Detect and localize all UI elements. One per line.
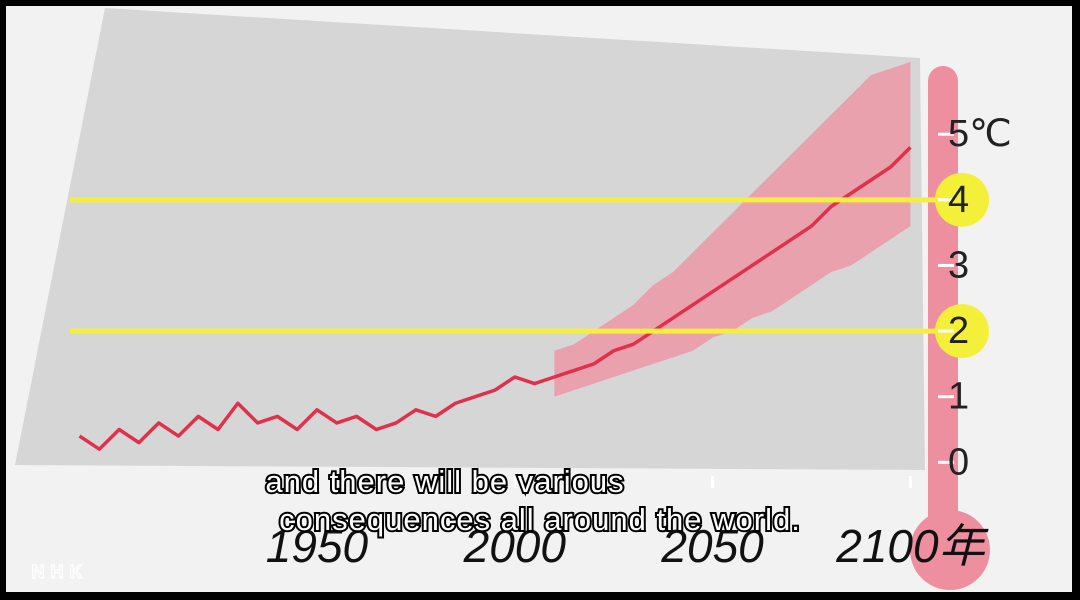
logo: NHK bbox=[32, 562, 89, 582]
uncertainty-band bbox=[554, 62, 911, 397]
y-tick-label: 1 bbox=[948, 376, 969, 418]
x-tick-label: 1950 bbox=[266, 520, 369, 572]
line bbox=[78, 375, 555, 451]
plot: 0 1 2 3 4 5℃ 1950 2000 2050 2100年 bbox=[70, 62, 1012, 572]
y-tick-label: 5℃ bbox=[948, 113, 1012, 155]
x-tick-label: 2050 bbox=[660, 520, 764, 572]
subtitle-line: and there will be various bbox=[265, 464, 624, 499]
plot-area bbox=[15, 8, 925, 470]
x-tick-label: 2100年 bbox=[835, 520, 988, 572]
x-tick-label: 2000 bbox=[463, 520, 567, 572]
line bbox=[553, 146, 912, 379]
y-tick-label: 4 bbox=[948, 179, 969, 221]
y-tick-label: 0 bbox=[948, 441, 969, 483]
highlight-circle bbox=[935, 172, 989, 227]
thermometer-bulb bbox=[910, 510, 990, 590]
y-tick-label: 3 bbox=[948, 244, 969, 286]
y-tick-label: 2 bbox=[948, 310, 969, 352]
highlight-circle bbox=[935, 304, 989, 359]
subtitle-line: consequences all around the world. bbox=[279, 502, 801, 537]
